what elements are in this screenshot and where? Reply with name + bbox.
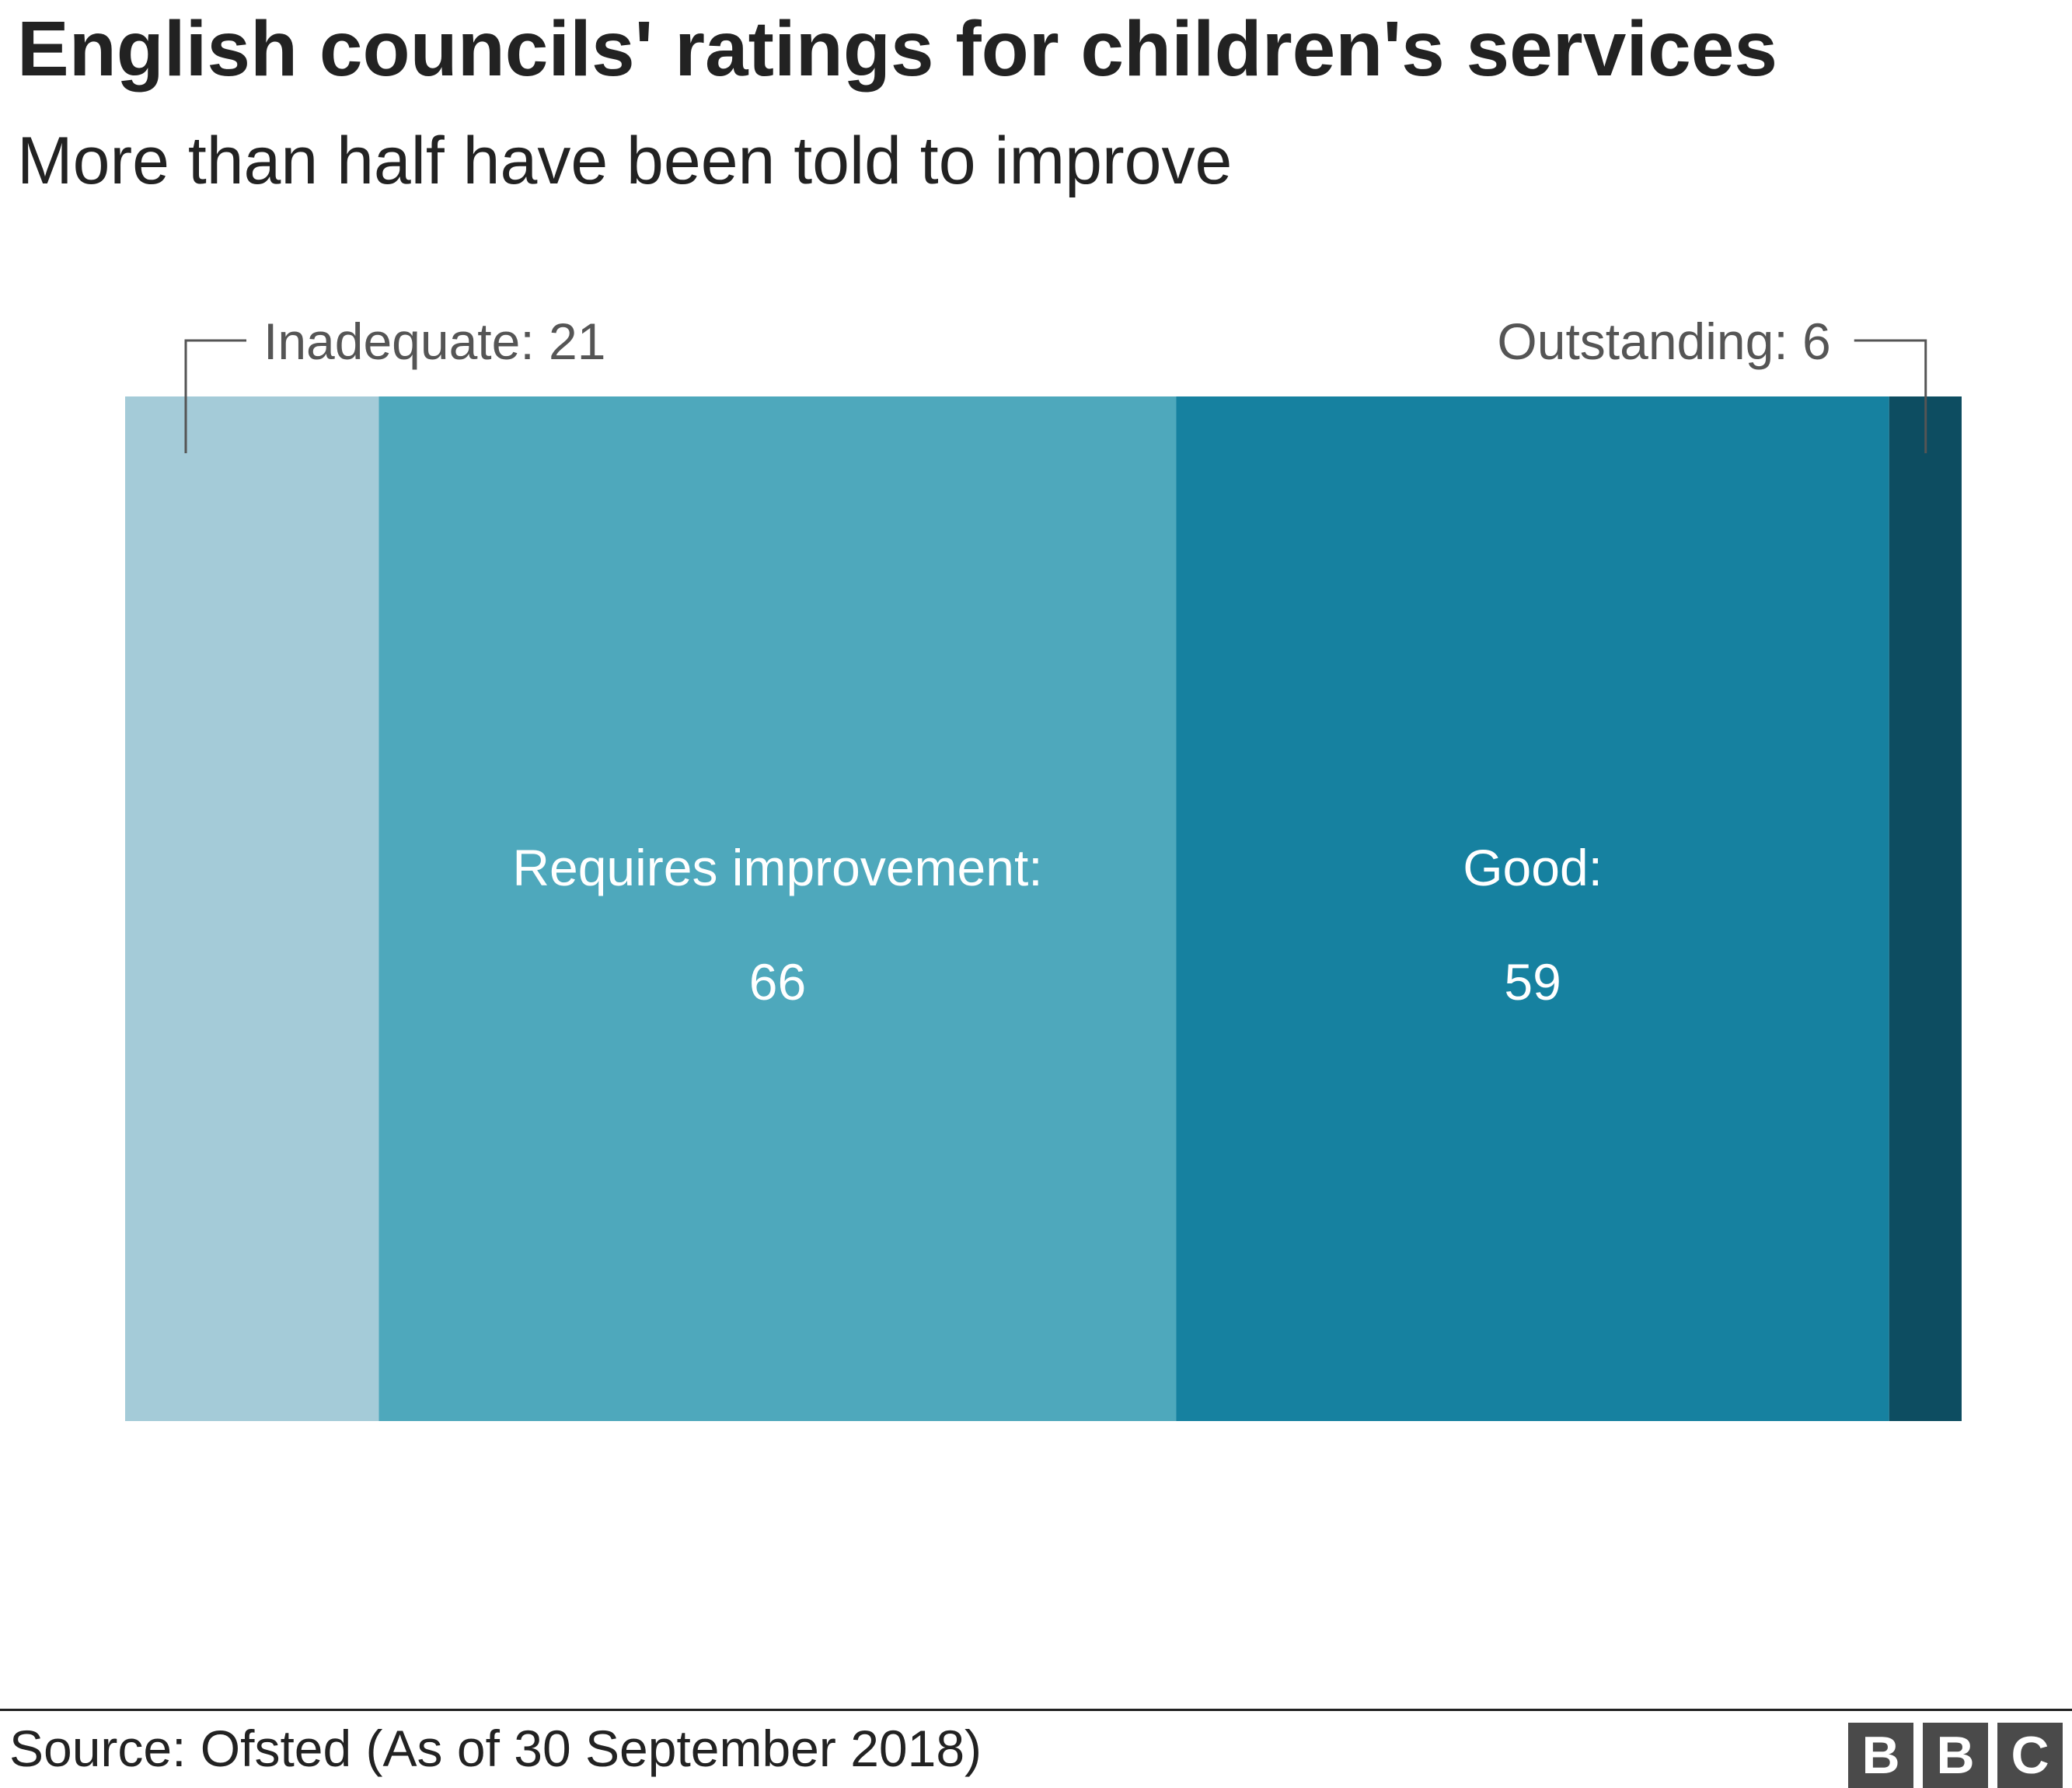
segment-value-requires-improvement: 66: [749, 953, 806, 1011]
chart-subtitle: More than half have been told to improve: [17, 124, 1233, 198]
footer-divider: [0, 1709, 2072, 1711]
logo-letter-b1: B: [1848, 1723, 1913, 1788]
bar-segment-requires-improvement: [378, 396, 1177, 1421]
segment-label-good: Good:: [1463, 839, 1603, 896]
chart-title: English councils' ratings for children's…: [17, 5, 1777, 93]
annotation-outstanding: Outstanding: 6: [1497, 313, 1830, 370]
logo-letter-b2: B: [1923, 1723, 1988, 1788]
bar-segment-inadequate: [125, 396, 379, 1421]
leader-line-outstanding: [1854, 339, 1927, 453]
bbc-logo: B B C: [1848, 1723, 2063, 1788]
segment-label-requires-improvement: Requires improvement:: [512, 839, 1042, 896]
logo-letter-c: C: [1997, 1723, 2063, 1788]
bar-segment-good: [1176, 396, 1889, 1421]
leader-line-inadequate: [184, 339, 246, 453]
stacked-bar-chart: Inadequate: 21 Requires improvement: 66 Goo…: [125, 313, 1962, 1421]
annotation-inadequate: Inadequate: 21: [263, 313, 605, 370]
segment-value-good: 59: [1504, 953, 1561, 1011]
bar-segment-outstanding: [1889, 396, 1962, 1421]
source-note: Source: Ofsted (As of 30 September 2018): [9, 1720, 982, 1777]
